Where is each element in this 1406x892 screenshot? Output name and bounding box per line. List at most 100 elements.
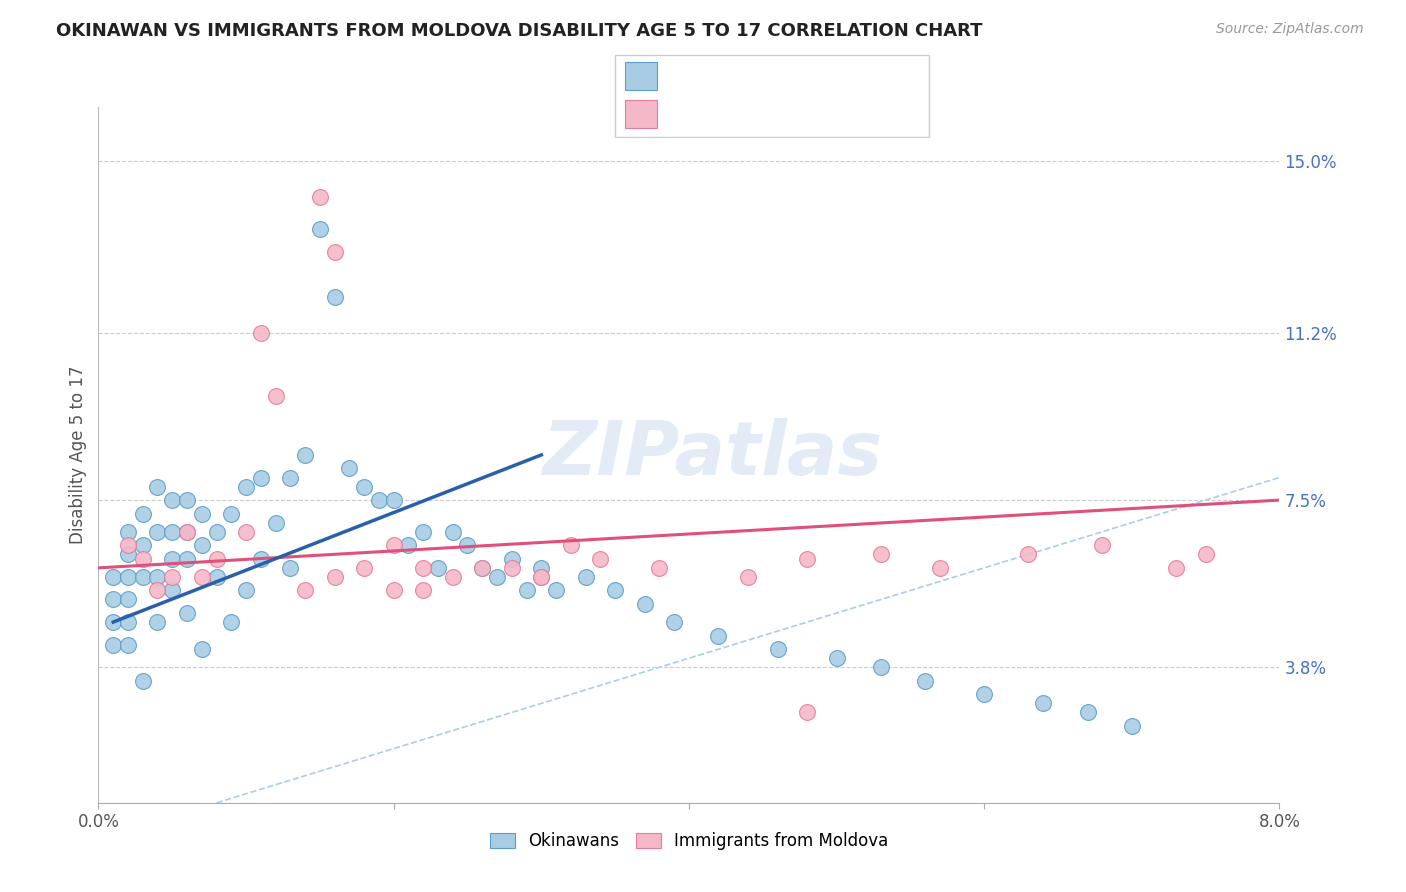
Point <box>471 561 494 575</box>
Point <box>280 561 302 575</box>
Point <box>457 538 479 552</box>
Point <box>250 551 273 566</box>
Point <box>221 615 243 629</box>
Point <box>235 583 257 598</box>
Point <box>441 570 464 584</box>
Point <box>264 389 287 403</box>
Point <box>191 538 214 552</box>
Point <box>1195 547 1218 561</box>
Text: N =: N = <box>813 69 848 84</box>
Point <box>146 615 169 629</box>
Point <box>294 448 316 462</box>
Point <box>501 561 523 575</box>
Point <box>205 524 228 539</box>
Point <box>486 570 509 584</box>
Text: 71: 71 <box>868 69 890 84</box>
Point <box>501 551 523 566</box>
Point <box>382 493 405 508</box>
Point <box>264 516 287 530</box>
Text: Source: ZipAtlas.com: Source: ZipAtlas.com <box>1216 22 1364 37</box>
Point <box>575 570 598 584</box>
Point <box>664 615 686 629</box>
Point <box>1166 561 1188 575</box>
Point <box>103 638 125 652</box>
Point <box>176 493 198 508</box>
Point <box>162 524 183 539</box>
Text: OKINAWAN VS IMMIGRANTS FROM MOLDOVA DISABILITY AGE 5 TO 17 CORRELATION CHART: OKINAWAN VS IMMIGRANTS FROM MOLDOVA DISA… <box>56 22 983 40</box>
Point <box>162 570 183 584</box>
Text: ZIPatlas: ZIPatlas <box>543 418 883 491</box>
Point <box>176 606 198 620</box>
Point <box>368 493 391 508</box>
Point <box>146 479 169 493</box>
Point <box>103 570 125 584</box>
Point <box>796 551 818 566</box>
Point <box>560 538 582 552</box>
Point <box>146 570 169 584</box>
Point <box>605 583 627 598</box>
Point <box>117 547 139 561</box>
Point <box>1077 706 1099 720</box>
Point <box>441 524 464 539</box>
Point <box>382 583 405 598</box>
Point <box>382 538 405 552</box>
Point <box>103 615 125 629</box>
Point <box>353 561 375 575</box>
Point <box>191 642 214 657</box>
Point <box>530 570 553 584</box>
Point <box>117 570 139 584</box>
Point <box>250 470 273 484</box>
Point <box>132 538 155 552</box>
Point <box>117 538 139 552</box>
Point <box>353 479 375 493</box>
Legend: Okinawans, Immigrants from Moldova: Okinawans, Immigrants from Moldova <box>484 826 894 857</box>
Point <box>398 538 420 552</box>
Point <box>309 222 332 236</box>
Point <box>796 706 818 720</box>
Point <box>235 479 257 493</box>
Point <box>162 583 183 598</box>
Point <box>412 524 434 539</box>
Text: 0.099: 0.099 <box>728 107 779 121</box>
Bar <box>624 100 657 128</box>
Point <box>471 561 494 575</box>
Point <box>929 561 952 575</box>
Text: R =: R = <box>669 69 704 84</box>
Point <box>1032 697 1054 711</box>
Point <box>132 551 155 566</box>
Point <box>530 561 553 575</box>
Point <box>191 570 214 584</box>
Point <box>176 524 198 539</box>
Point <box>191 507 214 521</box>
Point <box>648 561 671 575</box>
Point <box>294 583 316 598</box>
Point <box>530 570 553 584</box>
Point <box>707 629 730 643</box>
Text: 36: 36 <box>868 107 890 121</box>
Point <box>737 570 759 584</box>
Point <box>766 642 789 657</box>
Text: R =: R = <box>669 107 704 121</box>
Point <box>117 524 139 539</box>
Point <box>162 493 183 508</box>
Point <box>973 687 995 701</box>
Point <box>103 592 125 607</box>
Point <box>132 507 155 521</box>
Text: 0.253: 0.253 <box>728 69 779 84</box>
Y-axis label: Disability Age 5 to 17: Disability Age 5 to 17 <box>69 366 87 544</box>
Point <box>1018 547 1040 561</box>
Point <box>221 507 243 521</box>
Point <box>412 561 434 575</box>
Point <box>309 190 332 204</box>
Point <box>427 561 450 575</box>
Point <box>589 551 612 566</box>
Point <box>1121 719 1143 733</box>
Bar <box>624 62 657 90</box>
Point <box>176 524 198 539</box>
Point <box>516 583 538 598</box>
Point <box>146 583 169 598</box>
Point <box>870 547 893 561</box>
Point <box>280 470 302 484</box>
Point <box>339 461 361 475</box>
Point <box>546 583 568 598</box>
